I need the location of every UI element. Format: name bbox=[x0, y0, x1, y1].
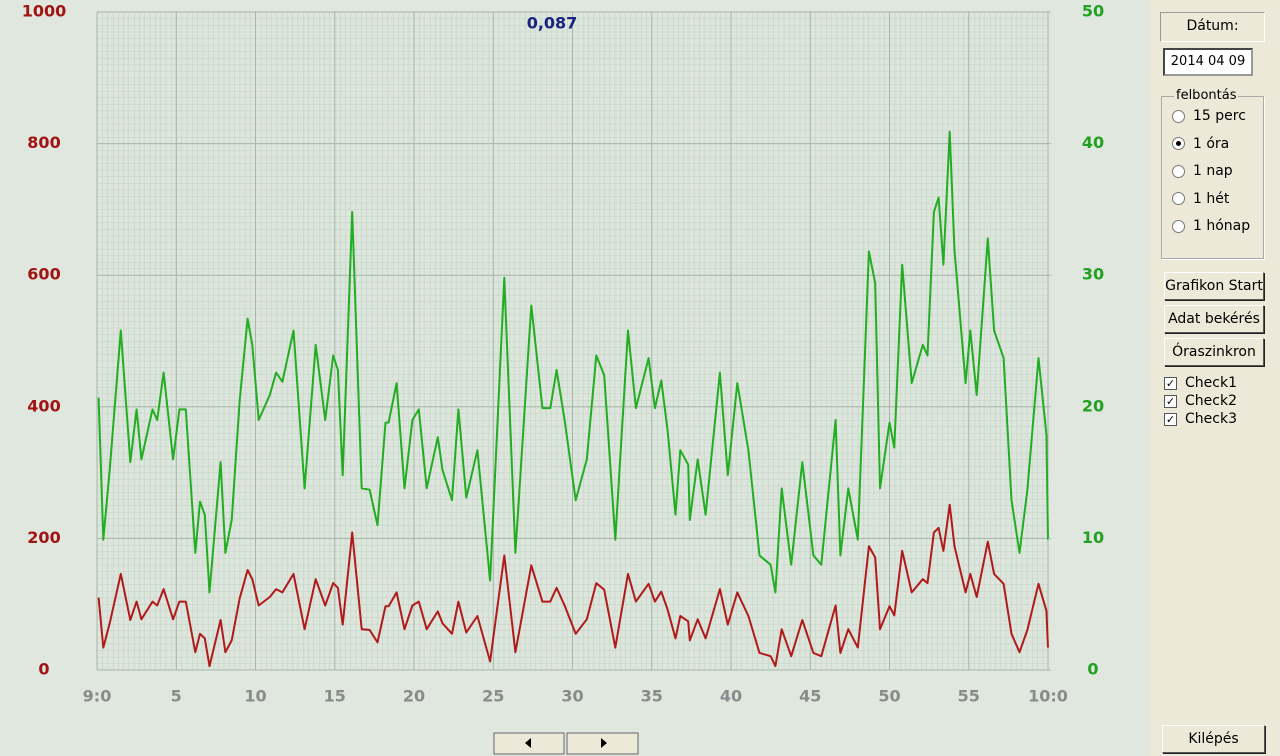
y-tick-label: 400 bbox=[27, 396, 60, 415]
radio-option[interactable]: 1 nap bbox=[1172, 163, 1233, 179]
radio-label: 1 hónap bbox=[1193, 218, 1251, 234]
x-tick-label: 15 bbox=[324, 687, 346, 706]
radio-circle bbox=[1172, 164, 1185, 178]
y2-tick-label: 0 bbox=[1087, 660, 1098, 679]
checkbox-box: ✓ bbox=[1164, 412, 1177, 426]
checkbox-box: ✓ bbox=[1164, 394, 1177, 408]
radio-option[interactable]: 15 perc bbox=[1172, 108, 1246, 124]
x-tick-label: 5 bbox=[171, 687, 182, 706]
annotation: 0,087 bbox=[527, 14, 578, 33]
checkbox[interactable]: ✓ Check3 bbox=[1164, 411, 1237, 427]
button[interactable]: Grafikon Start bbox=[1164, 272, 1264, 300]
x-tick-label: 35 bbox=[641, 687, 663, 706]
y2-tick-label: 40 bbox=[1082, 133, 1104, 152]
radio-label: 15 perc bbox=[1193, 108, 1246, 124]
y-tick-label: 1000 bbox=[22, 2, 67, 21]
x-tick-label: 45 bbox=[799, 687, 821, 706]
checkbox[interactable]: ✓ Check1 bbox=[1164, 375, 1237, 391]
y-tick-label: 800 bbox=[27, 133, 60, 152]
x-tick-label: 10 bbox=[244, 687, 266, 706]
y2-tick-label: 20 bbox=[1082, 396, 1104, 415]
checkbox-label: Check2 bbox=[1185, 393, 1237, 409]
y-tick-label: 600 bbox=[27, 265, 60, 284]
checkbox-label: Check3 bbox=[1185, 411, 1237, 427]
radio-option[interactable]: 1 hónap bbox=[1172, 218, 1250, 234]
date-input[interactable]: 2014 04 09 bbox=[1163, 48, 1253, 76]
y2-tick-label: 30 bbox=[1082, 265, 1104, 284]
checkbox-label: Check1 bbox=[1185, 375, 1237, 391]
arrow-left bbox=[525, 738, 531, 748]
y2-tick-label: 10 bbox=[1082, 528, 1104, 547]
x-tick-label: 10:0 bbox=[1028, 687, 1068, 706]
x-tick-label: 55 bbox=[958, 687, 980, 706]
radio-circle bbox=[1172, 137, 1185, 150]
data-line bbox=[97, 503, 1049, 668]
radio-option[interactable]: 1 óra bbox=[1172, 136, 1229, 152]
checkbox[interactable]: ✓ Check2 bbox=[1164, 393, 1237, 409]
group-title: felbontás bbox=[1174, 88, 1239, 103]
radio-circle bbox=[1172, 219, 1185, 233]
date-label: Dátum: bbox=[1160, 12, 1265, 42]
x-tick-label: 9:0 bbox=[83, 687, 112, 706]
y-tick-label: 0 bbox=[38, 660, 49, 679]
x-tick-label: 25 bbox=[482, 687, 504, 706]
radio-circle bbox=[1172, 109, 1185, 123]
y-tick-label: 200 bbox=[27, 528, 60, 547]
data-line bbox=[97, 130, 1049, 594]
scroll-buttons bbox=[493, 732, 639, 755]
radio-label: 1 hét bbox=[1193, 190, 1230, 207]
x-tick-label: 50 bbox=[878, 687, 900, 706]
resolution-group: felbontás 15 perc 1 óra 1 nap 1 hét 1 hónap bbox=[1161, 88, 1264, 259]
arrow-right bbox=[601, 738, 607, 748]
x-tick-label: 30 bbox=[561, 687, 583, 706]
checkbox-box: ✓ bbox=[1164, 376, 1177, 390]
control-panel: Dátum: 2014 04 09 felbontás 15 perc 1 óra… bbox=[1150, 0, 1280, 756]
radio-label: 1 óra bbox=[1193, 135, 1230, 152]
chart: 9:0 5 10 15 20 25 30 35 40 45 50 55 10:0020040060080… bbox=[22, 2, 1104, 755]
x-tick-label: 40 bbox=[720, 687, 742, 706]
radio-option[interactable]: 1 hét bbox=[1172, 191, 1229, 207]
radio-circle bbox=[1172, 192, 1185, 205]
exit-button[interactable]: Kilépés bbox=[1162, 725, 1265, 753]
button[interactable]: Óraszinkron bbox=[1164, 338, 1264, 366]
button[interactable]: Adat bekérés bbox=[1164, 305, 1264, 333]
y2-tick-label: 50 bbox=[1082, 2, 1104, 21]
x-tick-label: 20 bbox=[403, 687, 425, 706]
radio-label: 1 nap bbox=[1193, 163, 1233, 179]
